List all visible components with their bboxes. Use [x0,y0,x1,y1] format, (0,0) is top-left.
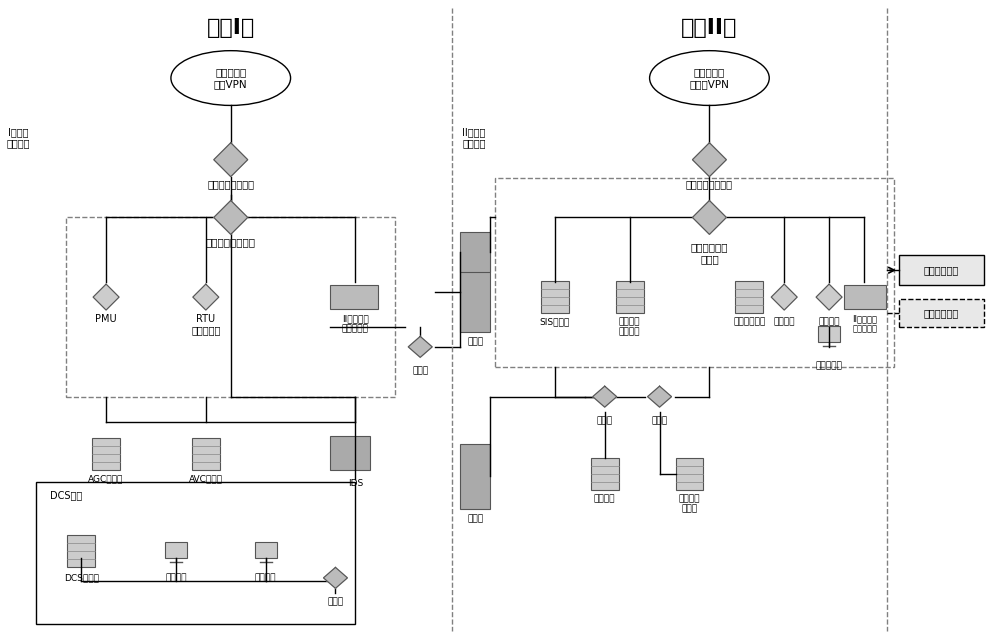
Text: 交换机: 交换机 [597,417,613,426]
Text: II型网络安
全监测装置: II型网络安 全监测装置 [342,314,369,333]
Text: DCS业务: DCS业务 [50,490,82,500]
FancyBboxPatch shape [460,233,490,272]
Text: 调度数据网
非实时VPN: 调度数据网 非实时VPN [689,68,729,89]
FancyBboxPatch shape [330,285,378,309]
Text: 交换机: 交换机 [412,367,428,376]
FancyBboxPatch shape [735,281,763,313]
Text: DCS服务器: DCS服务器 [64,573,99,582]
Text: AGC服务器: AGC服务器 [88,475,124,483]
Text: 保信子站: 保信子站 [773,317,795,326]
Text: 计费子站: 计费子站 [594,494,615,503]
FancyBboxPatch shape [899,255,984,285]
Text: 数据网非实时
交换机: 数据网非实时 交换机 [691,242,728,264]
Text: 交换机: 交换机 [651,417,668,426]
FancyBboxPatch shape [165,542,187,558]
Text: 防火墙: 防火墙 [467,337,483,346]
FancyBboxPatch shape [192,438,220,470]
Text: 工程师站: 工程师站 [165,573,187,582]
Text: II型网络安
全监测装置: II型网络安 全监测装置 [852,314,877,333]
Text: 防火墙: 防火墙 [467,514,483,523]
FancyBboxPatch shape [844,285,886,309]
Text: 交换机: 交换机 [327,598,344,607]
Text: 安全I区: 安全I区 [207,18,255,38]
FancyBboxPatch shape [616,281,644,313]
Polygon shape [214,143,248,176]
Text: SIS服务器: SIS服务器 [540,317,570,326]
Text: 操作员站: 操作员站 [255,573,276,582]
Polygon shape [692,143,726,176]
Text: 电量采集系统: 电量采集系统 [733,317,765,326]
Text: II区涉网
业务系统: II区涉网 业务系统 [462,127,486,148]
Text: 安全II区: 安全II区 [681,18,738,38]
Text: AVC服务器: AVC服务器 [189,475,223,483]
FancyBboxPatch shape [541,281,569,313]
Polygon shape [408,336,432,357]
Polygon shape [771,284,797,310]
Text: PMU: PMU [95,314,117,324]
FancyBboxPatch shape [460,252,490,332]
Text: IDS: IDS [348,479,363,489]
FancyBboxPatch shape [460,444,490,509]
FancyBboxPatch shape [67,535,95,567]
Text: RTU
通信网关机: RTU 通信网关机 [191,314,221,336]
FancyBboxPatch shape [330,436,370,470]
FancyBboxPatch shape [92,438,120,470]
Bar [899,299,984,327]
Polygon shape [692,201,726,234]
Text: 纵向加密认证装置: 纵向加密认证装置 [686,180,733,190]
Polygon shape [93,284,119,310]
Text: 烟气在线
监测系统: 烟气在线 监测系统 [619,317,640,336]
Text: 反向隔离装置: 反向隔离装置 [923,308,958,318]
Polygon shape [593,386,617,407]
Text: 纵向加密认证装置: 纵向加密认证装置 [207,180,254,190]
FancyBboxPatch shape [591,459,619,490]
FancyBboxPatch shape [676,459,703,490]
Text: 故障录波: 故障录波 [818,317,840,326]
FancyBboxPatch shape [255,542,277,558]
Polygon shape [648,386,672,407]
Text: 数据网实时交换机: 数据网实时交换机 [206,238,256,247]
Text: I区涉网
业务系统: I区涉网 业务系统 [6,127,30,148]
Text: 正向隔离装置: 正向隔离装置 [923,265,958,275]
Polygon shape [193,284,219,310]
Text: 人机工作站: 人机工作站 [816,362,843,371]
Text: 调度数据网
实时VPN: 调度数据网 实时VPN [214,68,248,89]
Text: 历史数据
服务器: 历史数据 服务器 [679,494,700,513]
Polygon shape [816,284,842,310]
Polygon shape [323,568,347,589]
Polygon shape [214,201,248,234]
FancyBboxPatch shape [818,326,840,342]
